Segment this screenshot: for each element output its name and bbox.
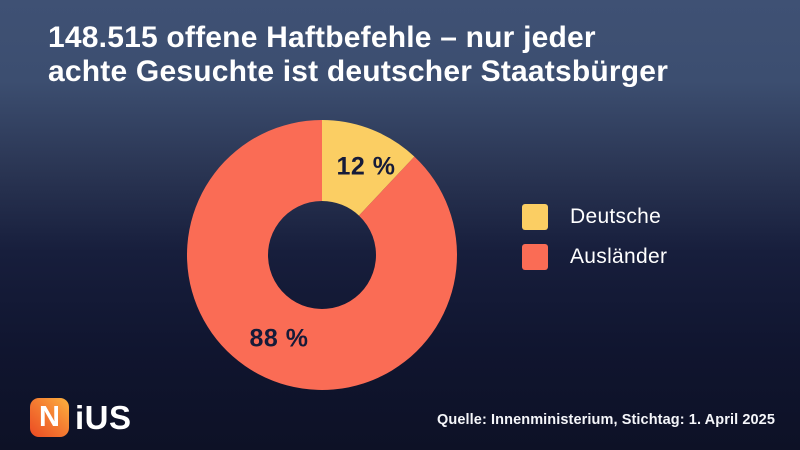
nius-logo: N iUS [30, 398, 132, 437]
source-note: Quelle: Innenministerium, Stichtag: 1. A… [437, 412, 775, 428]
legend-item-auslaender: Ausländer [522, 244, 667, 270]
slice-label-auslaender: 88 % [249, 324, 309, 353]
nius-logo-text: iUS [75, 399, 132, 436]
legend-swatch-deutsche [522, 204, 548, 230]
legend-label-deutsche: Deutsche [570, 205, 662, 228]
headline-line-1: 148.515 offene Haftbefehle – nur jeder [48, 21, 596, 54]
donut-slice-deutsche [322, 120, 415, 216]
slice-label-deutsche: 12 % [336, 152, 396, 181]
legend-swatch-auslaender [522, 244, 548, 270]
headline-line-2: achte Gesuchte ist deutscher Staatsbürge… [48, 55, 669, 88]
chart-legend: Deutsche Ausländer [522, 204, 667, 270]
donut-slice-auslander [187, 120, 457, 390]
nius-logo-n: N [39, 401, 60, 433]
nius-logo-icon: N [30, 398, 69, 437]
legend-label-auslaender: Ausländer [570, 245, 668, 268]
donut-chart: 12 % 88 % [187, 120, 457, 390]
legend-item-deutsche: Deutsche [522, 204, 667, 230]
headline: 148.515 offene Haftbefehle – nur jeder ac… [48, 21, 778, 89]
donut-svg [187, 120, 457, 390]
